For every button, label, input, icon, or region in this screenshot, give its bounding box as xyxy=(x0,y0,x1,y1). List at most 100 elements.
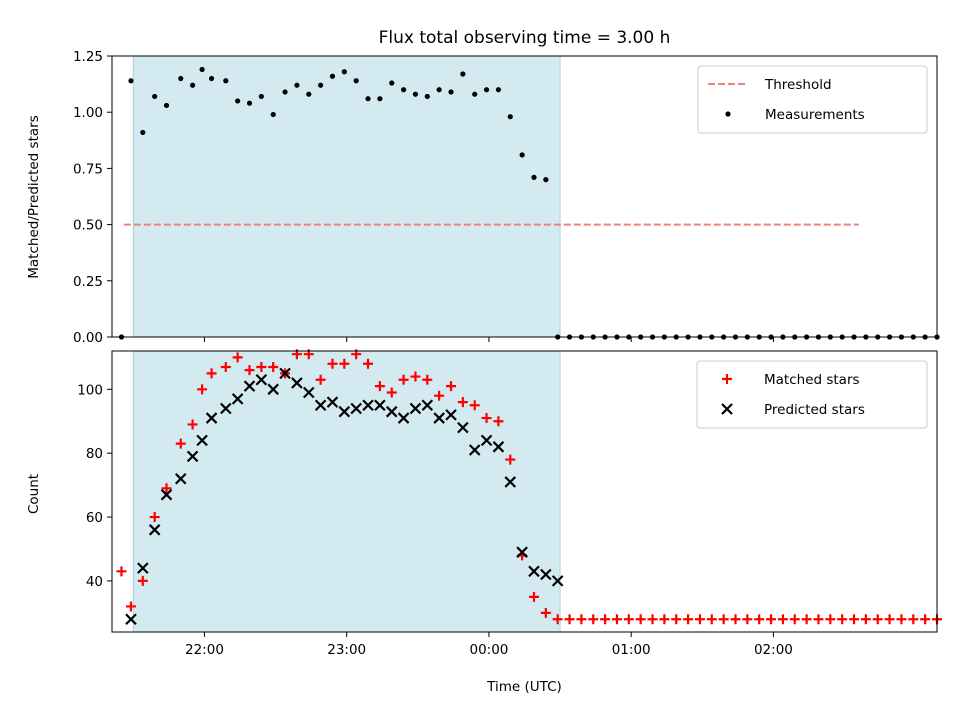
data-point-plus xyxy=(363,358,374,369)
data-point-plus xyxy=(244,365,255,376)
legend-label: Predicted stars xyxy=(764,402,865,418)
legend-label: Matched stars xyxy=(764,372,860,388)
data-point-x xyxy=(302,386,315,399)
legend-box xyxy=(696,360,928,429)
data-point-x xyxy=(468,444,481,456)
data-point-x xyxy=(314,399,327,412)
y-tick-label: 0.50 xyxy=(73,218,103,234)
data-point-dot xyxy=(365,96,371,102)
legend-marker-dot xyxy=(725,111,731,117)
data-point-x xyxy=(279,367,291,380)
data-point-plus xyxy=(730,614,741,625)
data-point-plus xyxy=(694,614,705,625)
data-point-plus xyxy=(540,607,551,618)
data-point-dot xyxy=(389,80,395,86)
data-point-dot xyxy=(140,129,146,136)
data-point-x xyxy=(409,402,422,415)
data-point-x xyxy=(205,412,218,424)
data-point-x xyxy=(326,396,339,408)
data-point-plus xyxy=(837,614,848,625)
data-point-plus xyxy=(706,614,717,625)
data-point-dot xyxy=(412,91,419,97)
data-point-x xyxy=(220,402,232,415)
data-point-plus xyxy=(220,361,231,372)
data-point-plus xyxy=(908,614,919,625)
observing-window-shade xyxy=(133,351,561,632)
x-axis-label: Time (UTC) xyxy=(486,679,562,695)
data-point-dot xyxy=(329,73,336,79)
data-point-dot xyxy=(341,69,347,75)
data-point-plus xyxy=(611,614,622,625)
data-point-dot xyxy=(235,98,241,104)
data-point-x xyxy=(433,412,445,424)
data-point-dot xyxy=(495,87,502,93)
data-point-x xyxy=(492,441,505,453)
data-point-x xyxy=(445,409,457,421)
data-point-plus xyxy=(505,454,516,465)
data-point-plus xyxy=(315,374,326,385)
data-point-x xyxy=(480,434,493,447)
data-point-dot xyxy=(318,82,324,88)
data-point-plus xyxy=(825,614,836,625)
data-point-x xyxy=(350,402,362,415)
data-point-x xyxy=(160,488,173,501)
data-point-dot xyxy=(152,93,158,100)
data-point-x xyxy=(551,575,564,587)
data-point-x xyxy=(148,524,161,536)
data-point-x xyxy=(421,399,434,412)
data-point-dot xyxy=(424,93,430,100)
data-point-plus xyxy=(116,566,127,577)
data-point-plus xyxy=(742,614,753,625)
data-point-plus xyxy=(896,614,907,625)
data-point-plus xyxy=(481,413,492,424)
data-point-x xyxy=(504,476,517,488)
data-point-plus xyxy=(766,614,777,625)
y-tick-label: 0.00 xyxy=(73,330,103,346)
data-point-dot xyxy=(270,111,276,118)
data-point-plus xyxy=(564,614,575,625)
data-point-plus xyxy=(635,614,646,625)
data-point-x xyxy=(338,405,351,418)
x-tick-label: 22:00 xyxy=(185,642,224,658)
data-point-dot xyxy=(223,78,229,84)
data-point-dot xyxy=(519,152,525,158)
data-point-dot xyxy=(128,78,134,84)
data-point-x xyxy=(385,405,398,418)
data-point-x xyxy=(174,472,187,485)
data-point-plus xyxy=(623,614,634,625)
data-point-dot xyxy=(163,102,170,109)
x-tick-label: 01:00 xyxy=(612,642,651,658)
data-point-dot xyxy=(246,100,253,106)
data-point-plus xyxy=(777,614,788,625)
data-point-plus xyxy=(813,614,824,625)
data-point-dot xyxy=(460,71,466,77)
y-tick-label: 40 xyxy=(86,574,103,590)
data-point-plus xyxy=(374,381,385,392)
data-point-plus xyxy=(789,614,800,625)
data-point-x xyxy=(196,434,208,447)
legend: Threshold Measurements xyxy=(697,65,928,134)
data-point-dot xyxy=(282,89,288,95)
data-point-dot xyxy=(258,93,264,100)
legend-label: Threshold xyxy=(764,77,832,93)
data-point-plus xyxy=(600,614,611,625)
axes-frame xyxy=(111,350,938,633)
data-point-plus xyxy=(849,614,860,625)
data-point-x xyxy=(528,565,540,578)
data-point-x xyxy=(540,568,552,581)
legend-label: Measurements xyxy=(765,107,865,123)
data-point-dot xyxy=(531,174,537,180)
data-point-dot xyxy=(294,82,300,88)
data-point-plus xyxy=(386,387,397,398)
data-point-dot xyxy=(306,91,312,97)
data-point-plus xyxy=(125,601,136,612)
data-point-plus xyxy=(256,361,267,372)
data-point-plus xyxy=(552,614,563,625)
top-ylabel: Matched/Predicted stars xyxy=(26,115,42,278)
data-point-plus xyxy=(268,361,279,372)
y-tick-label: 1.00 xyxy=(73,105,103,121)
data-point-plus xyxy=(884,614,895,625)
chart-title: Flux total observing time = 3.00 h xyxy=(379,28,671,48)
data-point-plus xyxy=(920,614,931,625)
